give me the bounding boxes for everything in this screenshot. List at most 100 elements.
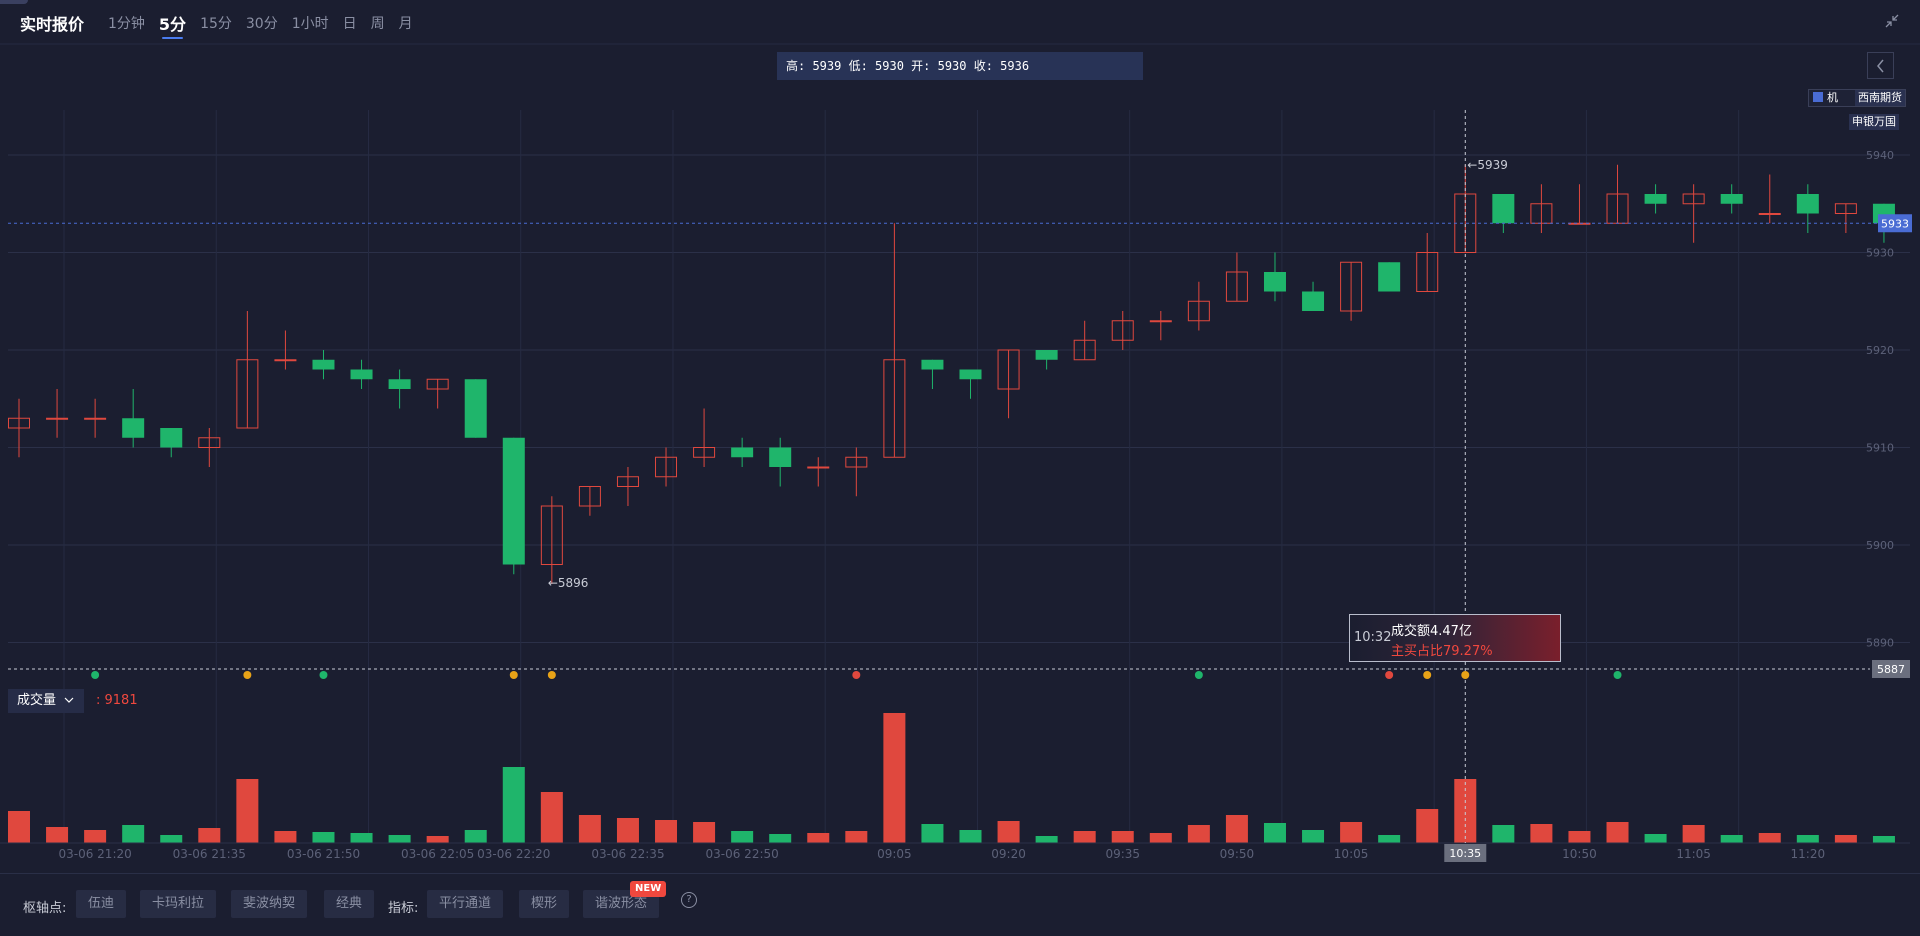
candle-body — [1378, 262, 1401, 292]
candle-body — [198, 437, 221, 448]
crosshair-time-tag — [1444, 844, 1487, 862]
candle-body — [1834, 203, 1857, 214]
price-tick-label: 5900 — [1866, 539, 1894, 552]
volume-bar — [1149, 833, 1172, 843]
time-tick-label: 11:20 — [1791, 847, 1826, 861]
candle-body — [845, 456, 868, 468]
indicator-button-wedge[interactable]: 楔形 — [519, 890, 570, 918]
broker-label-shenyin[interactable]: 申银万国 — [1849, 114, 1899, 130]
volume-bar — [464, 830, 487, 843]
time-tick-label: 09:50 — [1220, 847, 1255, 861]
candle-body — [502, 437, 525, 565]
candle-body — [1111, 320, 1134, 341]
broker-label-xinan[interactable]: 西南期货 — [1855, 90, 1905, 106]
candle-body — [46, 417, 69, 420]
volume-bar — [807, 833, 830, 843]
volume-bar — [426, 836, 449, 843]
time-tick-label: 11:05 — [1676, 847, 1711, 861]
pivot-button-classic[interactable]: 经典 — [324, 890, 375, 918]
candles — [8, 164, 1895, 584]
candle-body — [1758, 213, 1781, 215]
candle-body — [769, 447, 792, 467]
volume-bar — [160, 835, 183, 843]
event-marker-icon — [852, 671, 861, 679]
volume-selector[interactable]: 成交量 — [8, 689, 84, 713]
tab-day[interactable]: 日 — [342, 16, 357, 32]
interval-tabs: 1分钟 5分 15分 30分 1小时 日 周 月 — [108, 11, 413, 39]
candle-body — [84, 417, 107, 420]
event-marker-icon — [1461, 671, 1470, 679]
volume-bar — [1035, 836, 1058, 843]
volume-bar — [1073, 831, 1096, 843]
candle-body — [616, 476, 639, 487]
page-title: 实时报价 — [20, 15, 85, 34]
price-tick-label: 5930 — [1866, 247, 1894, 260]
pivot-button-camarilla[interactable]: 卡玛利拉 — [140, 890, 217, 918]
tab-15min[interactable]: 15分 — [200, 16, 232, 32]
volume-bar — [921, 824, 944, 843]
candle-body — [997, 349, 1020, 390]
crosshair-tooltip: 10:32 成交额4.47亿 主买占比79.27% — [1349, 614, 1561, 662]
volume-bar — [1263, 823, 1286, 843]
event-marker-icon — [91, 671, 100, 679]
volume-bars: 03-06 21:20 03-06 21:35 03-06 21:50 03-06 2… — [0, 713, 1910, 861]
tab-week[interactable]: 周 — [370, 16, 385, 32]
candle-body — [921, 359, 944, 370]
price-tick-label: 5920 — [1866, 344, 1894, 357]
candle-body — [1263, 272, 1286, 292]
new-badge: NEW — [630, 881, 667, 897]
volume-bar — [236, 779, 259, 843]
volume-bar — [578, 815, 601, 843]
volume-bar — [1796, 835, 1819, 843]
candle-body — [1073, 339, 1096, 361]
candle-body — [540, 505, 563, 565]
candle-body — [693, 447, 716, 458]
time-tick-label: 09:20 — [991, 847, 1026, 861]
event-marker-icon — [547, 671, 556, 679]
volume-bar — [1872, 836, 1895, 843]
tab-month[interactable]: 月 — [398, 16, 413, 32]
volume-bar — [1302, 830, 1325, 843]
event-marker-icon — [1423, 671, 1432, 679]
time-tick-label: 10:05 — [1334, 847, 1369, 861]
candle-body — [388, 379, 411, 389]
chevron-left-icon[interactable] — [1867, 52, 1894, 79]
pivot-button-woodie[interactable]: 伍迪 — [76, 890, 127, 918]
volume-bar — [350, 833, 373, 843]
candle-body — [1720, 194, 1743, 204]
tab-5min[interactable]: 5分 — [159, 11, 186, 39]
price-tick-label: 5910 — [1866, 442, 1894, 455]
compress-icon[interactable] — [1884, 14, 1900, 30]
current-price-label: 5933 — [1881, 217, 1909, 230]
time-tick-label: 03-06 21:20 — [58, 847, 131, 861]
volume-bar — [84, 830, 107, 843]
crosshair-price-tag — [1872, 660, 1910, 678]
volume-bar — [1378, 835, 1401, 843]
crosshair-time-label: 10:35 — [1449, 847, 1481, 860]
candle-body — [274, 359, 297, 362]
volume-bar — [959, 830, 982, 843]
tab-1hour[interactable]: 1小时 — [291, 16, 329, 32]
tab-30min[interactable]: 30分 — [245, 16, 278, 32]
volume-bar — [1340, 822, 1363, 843]
pivot-button-fibonacci[interactable]: 斐波纳契 — [231, 890, 308, 918]
candle-body — [1302, 291, 1325, 311]
price-tick-label: 5940 — [1866, 149, 1894, 162]
tab-1min[interactable]: 1分钟 — [108, 16, 145, 32]
candle-body — [1149, 320, 1172, 323]
broker-icon — [1813, 92, 1823, 102]
help-icon[interactable]: ? — [681, 892, 697, 908]
indicator-label: 指标: — [388, 901, 419, 916]
time-tick-label: 03-06 22:35 — [591, 847, 664, 861]
volume-bar — [1758, 833, 1781, 843]
volume-bar — [1187, 825, 1210, 843]
volume-bar — [46, 827, 69, 843]
volume-bar — [1682, 825, 1705, 843]
indicator-button-channel[interactable]: 平行通道 — [427, 890, 504, 918]
low-annotation: ←5896 — [548, 576, 589, 590]
price-tick-label: 5890 — [1866, 637, 1894, 650]
volume-bar — [1568, 831, 1591, 843]
volume-bar — [122, 825, 145, 843]
event-marker-icon — [319, 671, 328, 679]
